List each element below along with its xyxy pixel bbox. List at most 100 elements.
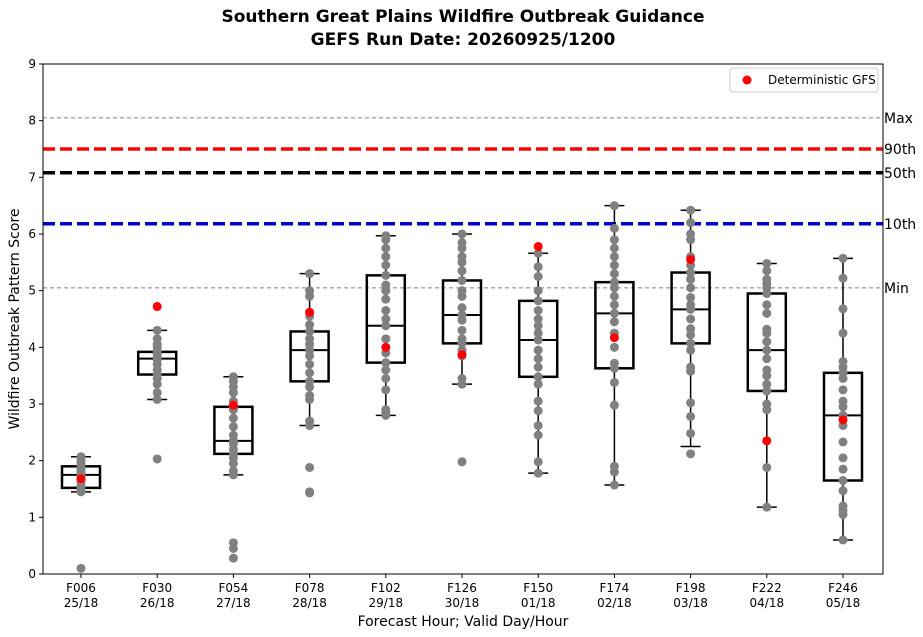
ensemble-member-point xyxy=(762,308,772,318)
ensemble-member-point xyxy=(533,468,543,478)
ensemble-member-point xyxy=(152,388,162,398)
ensemble-member-point xyxy=(533,396,543,406)
ensemble-member-point xyxy=(533,457,543,467)
y-tick-label: 0 xyxy=(28,567,36,581)
deterministic-gfs-point xyxy=(381,342,391,352)
ensemble-member-point xyxy=(838,464,848,474)
deterministic-gfs-point xyxy=(533,241,543,251)
ensemble-member-point xyxy=(686,229,696,239)
ensemble-member-point xyxy=(76,563,86,573)
ensemble-member-point xyxy=(533,272,543,281)
ensemble-member-point xyxy=(533,345,543,355)
ensemble-member-point xyxy=(686,398,696,408)
x-tick-valid: 27/18 xyxy=(216,596,251,610)
ensemble-member-point xyxy=(152,454,162,464)
x-axis-label: Forecast Hour; Valid Day/Hour xyxy=(358,614,569,630)
ensemble-member-point xyxy=(762,300,772,310)
ensemble-member-point xyxy=(305,488,315,498)
ensemble-member-point xyxy=(609,223,619,233)
ensemble-member-point xyxy=(228,430,238,440)
ensemble-member-point xyxy=(762,462,772,472)
ensemble-member-point xyxy=(686,205,696,215)
ensemble-member-point xyxy=(381,334,391,344)
ensemble-member-point xyxy=(762,502,772,512)
ensemble-member-point xyxy=(686,314,696,324)
ensemble-member-point xyxy=(305,416,315,426)
ensemble-member-point xyxy=(838,253,848,263)
ensemble-member-point xyxy=(609,461,619,471)
ensemble-member-point xyxy=(609,243,619,253)
y-tick-label: 9 xyxy=(28,57,36,71)
legend-marker-deterministic xyxy=(742,75,752,85)
y-axis: 0 1 2 3 4 5 6 7 8 9 xyxy=(28,57,43,581)
ensemble-member-point xyxy=(457,238,467,247)
box-group-f150 xyxy=(517,241,559,478)
ensemble-member-point xyxy=(609,269,619,279)
x-tick-hour: F054 xyxy=(218,581,248,595)
ensemble-member-point xyxy=(838,304,848,314)
ensemble-member-point xyxy=(457,252,467,262)
ensemble-member-point xyxy=(686,324,696,334)
ensemble-member-point xyxy=(457,275,467,285)
ensemble-member-point xyxy=(686,274,696,284)
ensemble-member-point xyxy=(381,374,391,383)
ensemble-member-point xyxy=(686,428,696,438)
ref-label-max: Max xyxy=(884,111,913,127)
ensemble-member-point xyxy=(686,345,696,355)
ensemble-member-point xyxy=(381,252,391,262)
ensemble-member-point xyxy=(152,325,162,335)
ensemble-member-point xyxy=(838,385,848,395)
ensemble-member-point xyxy=(305,269,315,279)
ensemble-member-point xyxy=(838,535,848,545)
ensemble-member-point xyxy=(838,476,848,485)
ensemble-member-point xyxy=(609,235,619,245)
ensemble-member-point xyxy=(838,357,848,366)
ensemble-member-point xyxy=(609,400,619,410)
legend: Deterministic GFS xyxy=(729,67,879,93)
ensemble-member-point xyxy=(838,453,848,463)
ensemble-member-point xyxy=(838,396,848,406)
ensemble-member-point xyxy=(762,266,772,276)
ensemble-member-point xyxy=(609,201,619,211)
ensemble-member-point xyxy=(457,286,467,296)
ensemble-member-point xyxy=(305,334,315,344)
ensemble-member-point xyxy=(686,330,696,340)
ensemble-member-point xyxy=(381,294,391,304)
ensemble-member-point xyxy=(533,354,543,364)
ensemble-member-point xyxy=(533,379,543,389)
ensemble-member-point xyxy=(457,334,467,344)
ensemble-member-point xyxy=(305,462,315,472)
plot-frame xyxy=(42,63,884,575)
deterministic-gfs-point xyxy=(228,400,238,410)
ensemble-member-point xyxy=(686,283,696,293)
ensemble-member-point xyxy=(533,430,543,440)
ref-label-90th: 90th xyxy=(884,142,916,158)
ensemble-member-point xyxy=(533,248,543,258)
ensemble-member-point xyxy=(686,338,696,348)
ensemble-member-point xyxy=(381,231,391,241)
ensemble-member-point xyxy=(609,291,619,301)
ensemble-member-point xyxy=(457,457,467,467)
x-tick-hour: F102 xyxy=(371,581,401,595)
ensemble-member-point xyxy=(838,437,848,447)
ensemble-member-point xyxy=(762,379,772,389)
x-tick-hour: F150 xyxy=(523,581,553,595)
ensemble-member-point xyxy=(457,374,467,383)
ref-label-10th: 10th xyxy=(884,217,916,233)
ensemble-member-point xyxy=(457,310,467,320)
deterministic-gfs-point xyxy=(609,333,619,343)
ensemble-member-point xyxy=(838,486,848,496)
ensemble-member-point xyxy=(762,258,772,268)
legend-label-deterministic: Deterministic GFS xyxy=(768,73,876,87)
ensemble-member-point xyxy=(381,243,391,253)
ensemble-member-point xyxy=(762,365,772,375)
x-tick-valid: 26/18 xyxy=(140,596,175,610)
ensemble-member-point xyxy=(76,452,86,462)
x-tick-valid: 28/18 xyxy=(292,596,327,610)
box-group-f174 xyxy=(594,201,635,490)
ensemble-member-point xyxy=(762,386,772,396)
ensemble-member-point xyxy=(228,466,238,476)
ensemble-member-point xyxy=(305,286,315,296)
deterministic-gfs-point xyxy=(762,436,772,446)
ensemble-member-point xyxy=(762,345,772,355)
